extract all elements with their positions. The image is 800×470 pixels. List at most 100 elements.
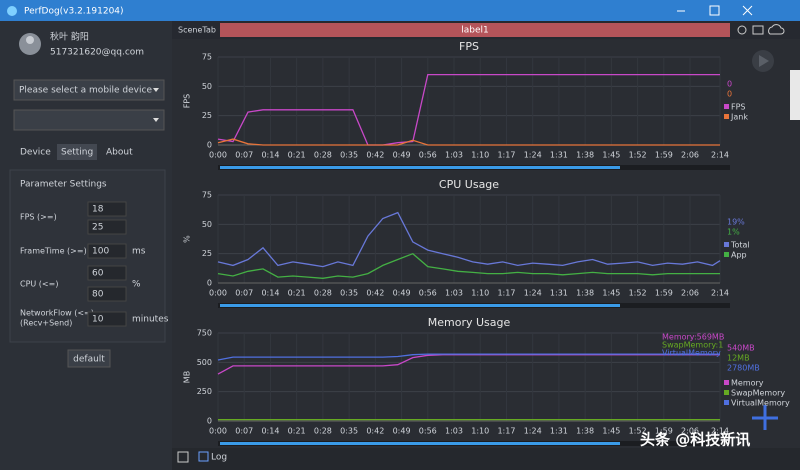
tab-setting[interactable]: Setting bbox=[61, 148, 93, 158]
y-tick-label: 0 bbox=[207, 279, 212, 288]
legend-swatch bbox=[724, 380, 729, 385]
folder-icon[interactable] bbox=[752, 25, 764, 35]
tab-about[interactable]: About bbox=[106, 148, 133, 158]
dropdown-arrow bbox=[153, 88, 159, 92]
x-tick-label: 1:17 bbox=[497, 151, 515, 160]
y-tick-label: 75 bbox=[202, 53, 212, 62]
app-dropdown[interactable] bbox=[13, 109, 165, 131]
x-tick-label: 0:35 bbox=[340, 151, 358, 160]
close-button[interactable] bbox=[742, 5, 753, 16]
x-tick-label: 0:07 bbox=[235, 289, 253, 298]
x-tick-label: 0:49 bbox=[393, 289, 411, 298]
x-tick-label: 0:42 bbox=[366, 151, 384, 160]
series-line bbox=[217, 73, 720, 146]
add-button[interactable] bbox=[752, 405, 778, 430]
fps-label: FPS (>=) bbox=[20, 213, 57, 222]
x-tick-label: 0:14 bbox=[261, 151, 279, 160]
x-tick-label: 1:59 bbox=[655, 289, 673, 298]
x-tick-label: 2:14 bbox=[711, 427, 729, 436]
y-tick-label: 500 bbox=[197, 358, 212, 367]
x-tick-label: 0:00 bbox=[209, 427, 227, 436]
fps-input[interactable] bbox=[87, 201, 127, 217]
x-tick-label: 0:49 bbox=[393, 427, 411, 436]
fps-value: 18 bbox=[92, 205, 104, 215]
annotation: Memory:569MB bbox=[662, 333, 724, 342]
device-dropdown-text: Please select a mobile device bbox=[19, 86, 152, 96]
y-tick-label: 250 bbox=[197, 387, 212, 396]
x-tick-label: 2:06 bbox=[681, 289, 699, 298]
x-tick-label: 0:28 bbox=[314, 289, 332, 298]
x-tick-label: 0:42 bbox=[366, 427, 384, 436]
legend-label: App bbox=[731, 251, 747, 260]
network-unit: minutes bbox=[132, 315, 169, 325]
network-input[interactable] bbox=[87, 311, 127, 327]
y-tick-label: 50 bbox=[202, 220, 212, 229]
x-tick-label: 1:52 bbox=[629, 151, 647, 160]
x-tick-label: 1:38 bbox=[576, 289, 594, 298]
series-line bbox=[217, 211, 721, 268]
current-value: 0 bbox=[727, 90, 732, 99]
legend-label: Memory bbox=[731, 379, 764, 388]
x-tick-label: 1:31 bbox=[550, 289, 568, 298]
series-line bbox=[217, 353, 720, 361]
x-tick-label: 0:42 bbox=[366, 289, 384, 298]
x-tick-label: 1:31 bbox=[550, 427, 568, 436]
side-strip bbox=[790, 70, 800, 120]
y-axis-label: % bbox=[183, 235, 192, 243]
cpu-input[interactable] bbox=[87, 265, 127, 281]
user-email: 517321620@qq.com bbox=[50, 48, 144, 58]
scrollbar-thumb[interactable] bbox=[220, 166, 620, 169]
x-tick-label: 1:10 bbox=[471, 151, 489, 160]
x-tick-label: 2:14 bbox=[711, 289, 729, 298]
x-tick-label: 1:52 bbox=[629, 289, 647, 298]
y-axis-label: MB bbox=[183, 371, 192, 383]
x-tick-label: 2:06 bbox=[681, 151, 699, 160]
legend-swatch bbox=[724, 242, 729, 247]
fps-input[interactable] bbox=[87, 219, 127, 235]
x-tick-label: 0:21 bbox=[288, 289, 306, 298]
current-value: 2780MB bbox=[727, 364, 760, 373]
x-tick-label: 0:14 bbox=[261, 427, 279, 436]
cpu-input[interactable] bbox=[87, 286, 127, 302]
frametime-input[interactable] bbox=[87, 243, 127, 259]
x-tick-label: 1:17 bbox=[497, 289, 515, 298]
scrollbar-thumb[interactable] bbox=[220, 304, 620, 307]
y-tick-label: 25 bbox=[202, 111, 212, 120]
x-tick-label: 1:38 bbox=[576, 427, 594, 436]
cloud-icon[interactable] bbox=[768, 24, 785, 35]
cpu-value: 80 bbox=[92, 290, 104, 300]
maximize-button[interactable] bbox=[709, 5, 720, 16]
x-tick-label: 1:03 bbox=[445, 151, 463, 160]
series-line bbox=[217, 252, 720, 279]
log-checkbox[interactable] bbox=[198, 451, 209, 462]
fps-value: 25 bbox=[92, 223, 103, 233]
x-tick-label: 0:00 bbox=[209, 289, 227, 298]
legend-label: FPS bbox=[731, 103, 746, 112]
scene-tab[interactable]: SceneTab bbox=[178, 26, 216, 35]
toggle-button[interactable] bbox=[177, 451, 189, 463]
x-tick-label: 1:03 bbox=[445, 427, 463, 436]
device-dropdown[interactable] bbox=[13, 79, 165, 101]
legend-swatch bbox=[724, 252, 729, 257]
default-button[interactable] bbox=[67, 349, 111, 368]
dropdown-arrow bbox=[153, 118, 159, 122]
location-icon[interactable] bbox=[737, 25, 747, 35]
scrollbar-thumb[interactable] bbox=[220, 442, 620, 445]
x-tick-label: 1:24 bbox=[524, 151, 542, 160]
x-tick-label: 1:10 bbox=[471, 289, 489, 298]
chart-title: CPU Usage bbox=[439, 178, 499, 191]
play-icon bbox=[759, 55, 769, 67]
tab-device[interactable]: Device bbox=[20, 148, 51, 158]
legend-label: SwapMemory bbox=[731, 389, 785, 398]
app-icon bbox=[7, 6, 17, 16]
watermark: 头条 @科技新讯 bbox=[640, 431, 750, 449]
x-tick-label: 1:24 bbox=[524, 427, 542, 436]
log-label: Log bbox=[211, 453, 227, 463]
y-tick-label: 75 bbox=[202, 191, 212, 200]
scene-label-bar bbox=[220, 23, 730, 37]
series-line bbox=[217, 138, 720, 146]
x-tick-label: 0:49 bbox=[393, 151, 411, 160]
x-tick-label: 1:24 bbox=[524, 289, 542, 298]
frametime-value: 100 bbox=[92, 247, 109, 257]
